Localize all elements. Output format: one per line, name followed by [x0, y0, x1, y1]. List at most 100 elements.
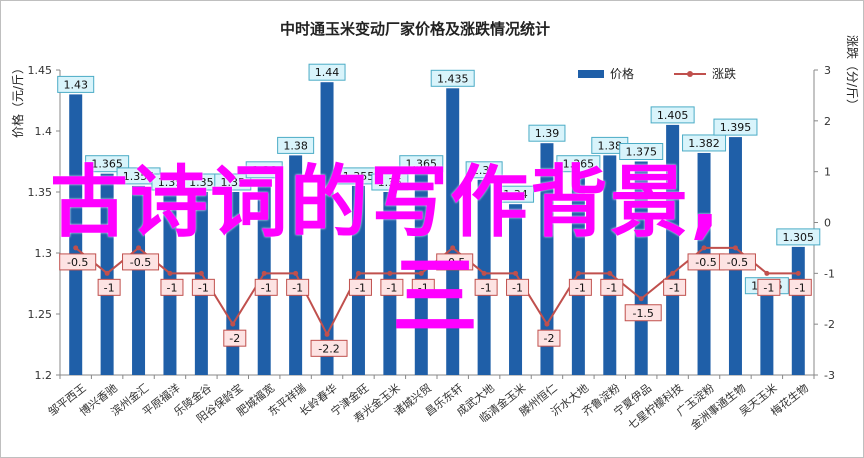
- bar-data-label: 1.365: [91, 158, 123, 171]
- bar: [226, 192, 240, 375]
- legend-label-price: 价格: [610, 66, 634, 81]
- line-data-label: -1: [512, 281, 523, 294]
- line-point: [73, 245, 79, 251]
- line-data-label-box: [223, 329, 247, 347]
- line-data-label-box: [568, 278, 592, 296]
- bar-data-label: 1.35: [378, 176, 403, 189]
- bar-data-label-box: [277, 136, 315, 154]
- y-left-tick-label: 1.4: [35, 125, 53, 138]
- line-data-label-box: [191, 278, 215, 296]
- bar-data-label: 1.34: [503, 188, 528, 201]
- x-tick-labels: 邹平西王博兴香驰滨州金汇平原福洋乐陵金谷阳谷保龄宝肥城福宽东平祥瑞长岭春华宁津金…: [46, 381, 811, 433]
- line-data-label: -0.5: [695, 256, 716, 269]
- line-point: [670, 270, 676, 276]
- line-data-label: -0.5: [444, 256, 465, 269]
- line-data-label-box: [624, 304, 662, 322]
- y-left-tick-label: 1.25: [28, 308, 53, 321]
- y-left-tick-label: 1.45: [28, 64, 53, 77]
- line-data-label: -1: [166, 281, 177, 294]
- line-data-label-box: [757, 278, 781, 296]
- bar-data-label: 1.38: [283, 139, 308, 152]
- y-left-tick-label: 1.3: [35, 247, 53, 260]
- line-point: [544, 321, 550, 327]
- y-right-tick-label: -3: [824, 369, 835, 382]
- bar-data-label: 1.36: [252, 164, 277, 177]
- bar-data-label: 1.305: [783, 231, 815, 244]
- bar-data-label-box: [399, 155, 444, 173]
- line-point: [795, 270, 801, 276]
- bar-data-label: 1.375: [625, 146, 657, 159]
- line-point: [198, 270, 204, 276]
- y-left-tick-label: 1.35: [28, 186, 53, 199]
- line-point: [701, 245, 707, 251]
- line-data-label: -1: [606, 281, 617, 294]
- line-data-label-box: [718, 253, 756, 271]
- line-data-label-box: [254, 278, 278, 296]
- line-data-label-box: [286, 278, 310, 296]
- y-left-tick-label: 1.2: [35, 369, 53, 382]
- bar-data-label-box: [465, 161, 503, 179]
- bar-data-label-box: [214, 173, 252, 191]
- bar-data-label: 1.39: [535, 127, 560, 140]
- line-point: [481, 270, 487, 276]
- line-data-label: -1: [481, 281, 492, 294]
- line-data-label: -2: [229, 332, 240, 345]
- bar: [791, 246, 805, 375]
- legend-swatch-marker: [687, 71, 693, 77]
- line-point: [732, 245, 738, 251]
- bar-data-label: 1.36: [472, 164, 497, 177]
- y-right-tick-label: 2: [824, 115, 831, 128]
- line-data-label-box: [411, 278, 435, 296]
- line-data-label: -1: [261, 281, 272, 294]
- bar: [446, 88, 460, 376]
- line-data-label-box: [310, 339, 348, 357]
- line-point: [293, 270, 299, 276]
- bar-data-label: 1.44: [315, 66, 340, 79]
- line-data-label-box: [506, 278, 530, 296]
- bar: [257, 179, 271, 375]
- legend: 价格 涨跌: [578, 66, 736, 81]
- line-data-label: -1: [104, 281, 115, 294]
- line-data-label-box: [380, 278, 404, 296]
- legend-swatch-bar: [578, 70, 604, 78]
- bar-data-label-box: [497, 185, 535, 203]
- bar-data-label: 1.35: [221, 176, 246, 189]
- bar-data-label: 1.355: [123, 170, 155, 183]
- bar-data-label-box: [556, 155, 601, 173]
- bar-data-label-box: [430, 69, 475, 87]
- line-point: [513, 270, 519, 276]
- line-data-label: -0.5: [67, 256, 88, 269]
- line-data-label: -1: [386, 281, 397, 294]
- chart-title: 中时通玉米变动厂家价格及涨跌情况统计: [280, 20, 550, 38]
- bar: [320, 82, 334, 375]
- bar-data-label: 1.35: [158, 176, 183, 189]
- bar-data-label-box: [619, 143, 664, 160]
- bar-data-label: 1.405: [657, 109, 689, 122]
- line-data-label-box: [97, 278, 121, 296]
- line-data-label: -1.5: [632, 307, 653, 320]
- bar-data-label: 1.355: [343, 170, 375, 183]
- line-point: [324, 331, 330, 337]
- line-series: -0.5 -1 -0.5 -1 -1 -2 -1 -1 -2.2 -1 -1 -1 -0.5 -1 -1 -2…: [59, 245, 812, 357]
- bar-data-label-box: [650, 106, 695, 124]
- bar: [666, 124, 680, 376]
- line-point: [418, 270, 424, 276]
- bar-data-label: 1.365: [406, 158, 438, 171]
- line-point: [575, 270, 581, 276]
- y-left-axis-label-text: 价格（元/斤）: [10, 62, 25, 138]
- bar-data-label-box: [371, 173, 409, 191]
- line-point: [230, 321, 236, 327]
- bar-data-label: 1.365: [563, 158, 595, 171]
- bar-data-label-box: [682, 134, 727, 152]
- y-right-tick-label: 0: [824, 217, 831, 230]
- line-data-label-box: [600, 278, 624, 296]
- line-point: [387, 270, 393, 276]
- bar-data-label: 1.382: [688, 137, 720, 150]
- bar-data-label-box: [713, 118, 758, 136]
- line-data-label-box: [788, 278, 812, 296]
- y-right-tick-label: -2: [824, 318, 835, 331]
- bar: [603, 155, 617, 375]
- line-data-label: -2: [543, 332, 554, 345]
- line-data-label-box: [59, 253, 97, 271]
